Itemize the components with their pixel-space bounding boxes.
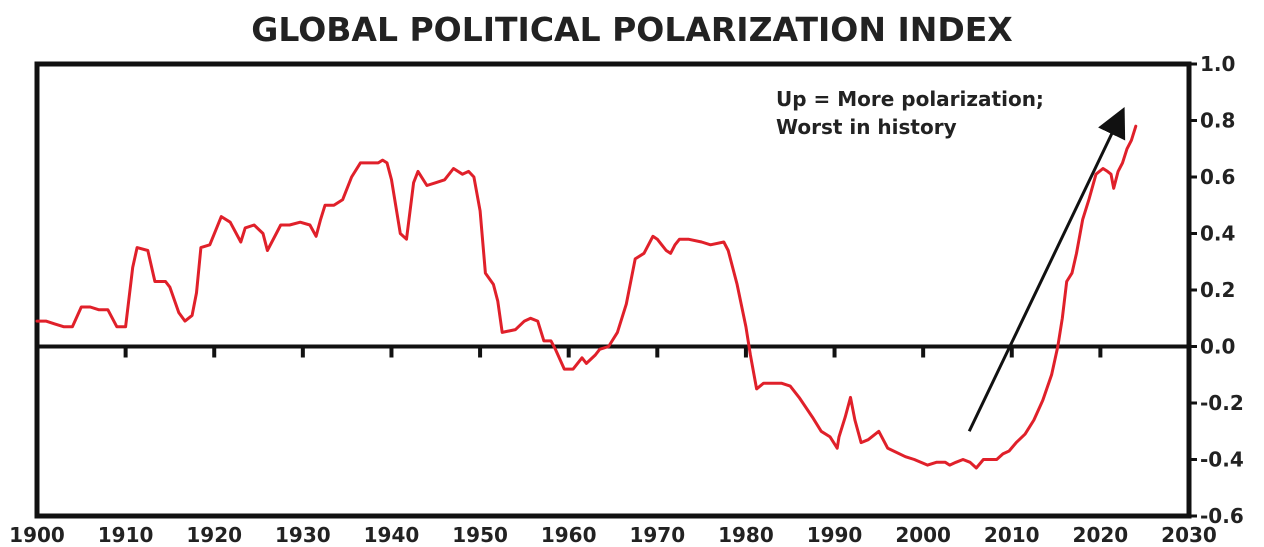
y-tick-label: 0.4 bbox=[1200, 222, 1235, 246]
y-tick-label: 0.0 bbox=[1200, 335, 1235, 359]
x-tick-labels: 1900 1910 1920 1930 1940 1950 1960 1970 1980 1990… bbox=[9, 523, 1217, 547]
y-tick-label: 0.8 bbox=[1200, 109, 1235, 133]
y-tick-label: -0.6 bbox=[1200, 504, 1244, 528]
chart-title: GLOBAL POLITICAL POLARIZATION INDEX bbox=[251, 10, 1012, 49]
annotation-arrow bbox=[967, 106, 1126, 432]
x-tick-label: 1960 bbox=[541, 523, 597, 547]
x-tick-label: 1950 bbox=[452, 523, 508, 547]
x-tick-label: 2020 bbox=[1073, 523, 1129, 547]
y-tick-label: -0.4 bbox=[1200, 448, 1244, 472]
y-tick-label: -0.2 bbox=[1200, 391, 1244, 415]
y-tick-label: 1.0 bbox=[1200, 52, 1235, 76]
y-tick-labels: 1.0 0.8 0.6 0.4 0.2 0.0 -0.2 -0.4 -0.6 bbox=[1200, 52, 1244, 528]
y-tick-label: 0.6 bbox=[1200, 165, 1235, 189]
x-tick-label: 1940 bbox=[364, 523, 420, 547]
x-tick-label: 2030 bbox=[1161, 523, 1217, 547]
y-tick-label: 0.2 bbox=[1200, 278, 1235, 302]
x-tick-label: 1900 bbox=[9, 523, 65, 547]
x-tick-label: 2000 bbox=[895, 523, 951, 547]
annotation-text-line-1: Up = More polarization; bbox=[776, 87, 1044, 111]
x-tick-label: 1910 bbox=[98, 523, 154, 547]
annotation-text-line-2: Worst in history bbox=[776, 115, 957, 139]
y-ticks bbox=[1189, 62, 1197, 518]
plot-frame bbox=[34, 61, 1192, 519]
x-tick-label: 1920 bbox=[186, 523, 242, 547]
x-ticks bbox=[123, 346, 1103, 358]
x-tick-label: 1990 bbox=[807, 523, 863, 547]
x-tick-label: 1970 bbox=[629, 523, 685, 547]
x-tick-label: 1980 bbox=[718, 523, 774, 547]
polarization-index-line bbox=[35, 124, 1138, 470]
x-tick-label: 1930 bbox=[275, 523, 331, 547]
x-tick-label: 2010 bbox=[984, 523, 1040, 547]
